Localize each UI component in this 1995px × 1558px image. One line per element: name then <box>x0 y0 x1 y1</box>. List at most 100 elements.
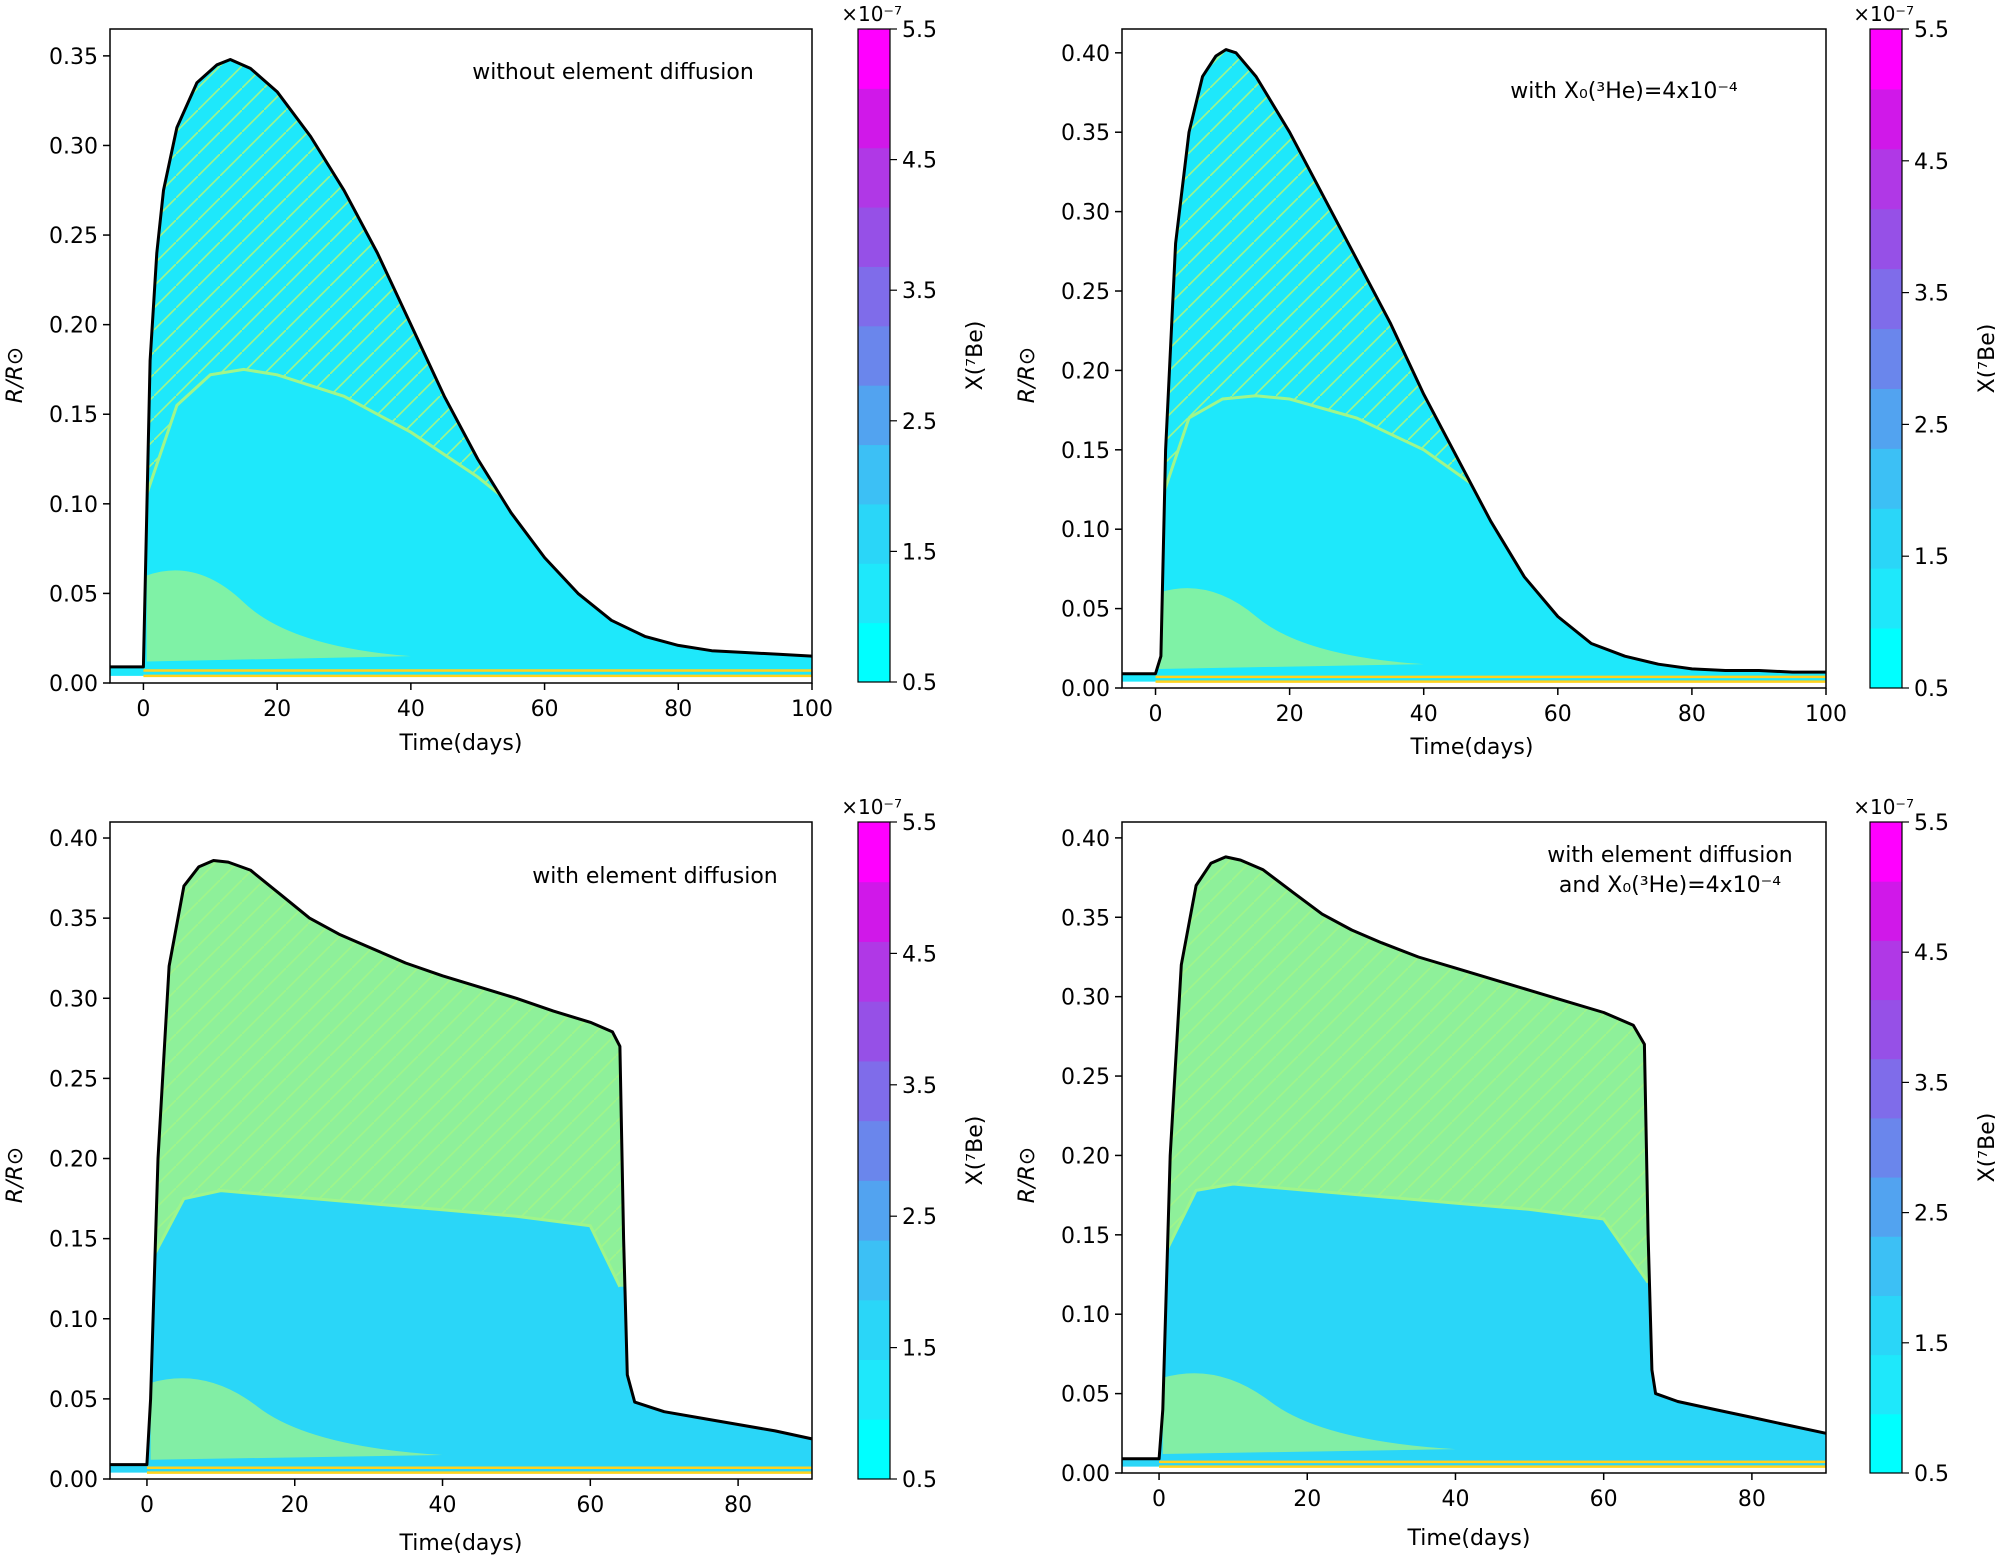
y-tick-label: 0.30 <box>1061 986 1110 1011</box>
y-axis-label-2: R/R⊙ <box>1015 347 1040 403</box>
colorbar-segment <box>1870 88 1902 150</box>
colorbar-segment <box>1870 1236 1902 1296</box>
colorbar-segment <box>858 1180 890 1241</box>
y-tick-label: 0.10 <box>49 1308 98 1333</box>
colorbar-segment <box>1870 999 1902 1060</box>
y-tick-label: 0.25 <box>49 1067 98 1092</box>
x-tick-label: 80 <box>724 1493 752 1518</box>
y-tick-label: 0.40 <box>1061 42 1110 67</box>
panel-2: 0 20 40 60 80 100 0.00 0.05 0.10 0.15 0.20 0.25 0.30… <box>1015 28 1847 760</box>
colorbar-label: X(⁷Be) <box>963 1116 988 1186</box>
colorbar-segment <box>858 563 890 624</box>
y-tick-label: 0.20 <box>1061 1144 1110 1169</box>
plot-area-4: 0 20 40 60 80 0.00 0.05 0.10 0.15 0.20 0.25 0.30 0.3… <box>1061 821 1827 1512</box>
colorbar-segment <box>1870 628 1902 689</box>
y-tick-label: 0.35 <box>49 45 98 70</box>
plot-area-1: 0 20 40 60 80 100 0.00 0.05 0.10 0.15 0.20 0.25 0.30… <box>49 28 833 722</box>
colorbar-tick-label: 4.5 <box>1914 150 1949 175</box>
panel-title-3: with element diffusion <box>532 864 778 889</box>
colorbar-segment <box>1870 268 1902 330</box>
panel-1: 0 20 40 60 80 100 0.00 0.05 0.10 0.15 0.20 0.25 0.30… <box>3 28 833 756</box>
x-tick-label: 80 <box>1678 702 1706 727</box>
y-tick-label: 0.20 <box>49 1148 98 1173</box>
y-tick-label: 0.15 <box>49 403 98 428</box>
x-tick-label: 100 <box>791 697 833 722</box>
y-tick-label: 0.20 <box>49 314 98 339</box>
x-tick-label: 60 <box>1544 702 1572 727</box>
colorbar-tick-label: 0.5 <box>1914 677 1949 702</box>
burning-core-region <box>150 1378 443 1460</box>
colorbar-segment <box>858 207 890 267</box>
colorbar-segment <box>858 385 890 446</box>
colorbar-tick-label: 5.5 <box>1914 18 1949 43</box>
x-tick-label: 40 <box>1410 702 1438 727</box>
colorbar-segment <box>858 147 890 208</box>
y-tick-label: 0.40 <box>1061 827 1110 852</box>
y-tick-label: 0.15 <box>1061 1224 1110 1249</box>
panel-4: 0 20 40 60 80 0.00 0.05 0.10 0.15 0.20 0.25 0.30 0.3… <box>1015 821 1827 1551</box>
x-tick-label: 20 <box>281 1493 309 1518</box>
colorbar-segment <box>1870 881 1902 941</box>
colorbar-segment <box>1870 448 1902 509</box>
x-tick-label: 20 <box>263 697 291 722</box>
burning-core-region <box>1158 588 1424 669</box>
colorbar-tick-label: 5.5 <box>902 811 937 836</box>
colorbar-segment <box>1870 1354 1902 1415</box>
y-tick-label: 0.25 <box>49 224 98 249</box>
x-tick-label: 20 <box>1293 1487 1321 1512</box>
colorbar-segment <box>1870 1058 1902 1119</box>
y-tick-label: 0.05 <box>1061 598 1110 623</box>
axes-frame <box>1121 821 1827 1474</box>
x-axis-label-4: Time(days) <box>1407 1526 1531 1551</box>
colorbar-segment <box>1870 1117 1902 1178</box>
y-tick-label: 0.30 <box>49 134 98 159</box>
colorbar-segment <box>1870 1413 1902 1474</box>
x-axis-label-1: Time(days) <box>399 731 523 756</box>
x-tick-label: 0 <box>1152 1487 1166 1512</box>
colorbar-segment <box>858 503 890 564</box>
colorbar-1: 0.5 1.5 2.5 3.5 4.5 5.5×10⁻⁷ X(⁷Be) <box>841 2 988 696</box>
colorbar-2: 0.5 1.5 2.5 3.5 4.5 5.5×10⁻⁷ X(⁷Be) <box>1853 2 1995 702</box>
colorbar-multiplier: ×10⁻⁷ <box>841 795 902 819</box>
colorbar-segment <box>858 325 890 386</box>
colorbar-tick-label: 3.5 <box>1914 282 1949 307</box>
colorbar-segment <box>1870 940 1902 1001</box>
colorbar-segment <box>858 1001 890 1062</box>
y-tick-label: 0.25 <box>1061 1065 1110 1090</box>
colorbar-tick-label: 5.5 <box>902 18 937 43</box>
x-tick-label: 80 <box>664 697 692 722</box>
inner-boundary-line <box>153 1189 622 1288</box>
y-tick-label: 0.05 <box>49 1388 98 1413</box>
colorbar-tick-label: 3.5 <box>902 279 937 304</box>
panel-3: 0 20 40 60 80 0.00 0.05 0.10 0.15 0.20 0.25 0.30 0.3… <box>3 821 813 1556</box>
colorbar-segment <box>858 1120 890 1181</box>
colorbar-tick-label: 2.5 <box>1914 1202 1949 1227</box>
colorbar-segment <box>858 881 890 942</box>
colorbar-segment <box>1870 508 1902 569</box>
colorbar-tick-label: 4.5 <box>902 149 937 174</box>
x-tick-label: 80 <box>1738 1487 1766 1512</box>
x-tick-label: 0 <box>1149 702 1163 727</box>
colorbar-frame <box>1869 821 1903 1474</box>
colorbar-4: 0.5 1.5 2.5 3.5 4.5 5.5×10⁻⁷ X(⁷Be) <box>1853 795 1995 1487</box>
colorbars: 0.51.52.53.54.55.5×10⁻⁷X(⁷Be)0.51.52.53.… <box>841 2 1995 1493</box>
colorbar-segment <box>1870 29 1902 90</box>
colorbar-label: X(⁷Be) <box>1975 324 1995 394</box>
x-tick-label: 40 <box>1441 1487 1469 1512</box>
colorbar-frame <box>1869 28 1903 689</box>
panel-title-2: with X₀(³He)=4x10⁻⁴ <box>1510 79 1738 104</box>
panel-title-4: with element diffusion and X₀(³He)=4x10⁻⁴ <box>1547 843 1793 898</box>
x-axis-label-2: Time(days) <box>1410 735 1534 760</box>
y-tick-label: 0.30 <box>49 987 98 1012</box>
colorbar-tick-label: 3.5 <box>902 1074 937 1099</box>
colorbar-segment <box>858 622 890 683</box>
y-tick-label: 0.15 <box>1061 439 1110 464</box>
colorbar-multiplier: ×10⁻⁷ <box>1853 2 1914 26</box>
y-tick-label: 0.25 <box>1061 280 1110 305</box>
x-tick-label: 0 <box>140 1493 154 1518</box>
colorbar-segment <box>858 1060 890 1122</box>
colorbar-tick-label: 2.5 <box>1914 413 1949 438</box>
y-axis-label-4: R/R⊙ <box>1015 1147 1040 1203</box>
colorbar-segment <box>858 1419 890 1480</box>
